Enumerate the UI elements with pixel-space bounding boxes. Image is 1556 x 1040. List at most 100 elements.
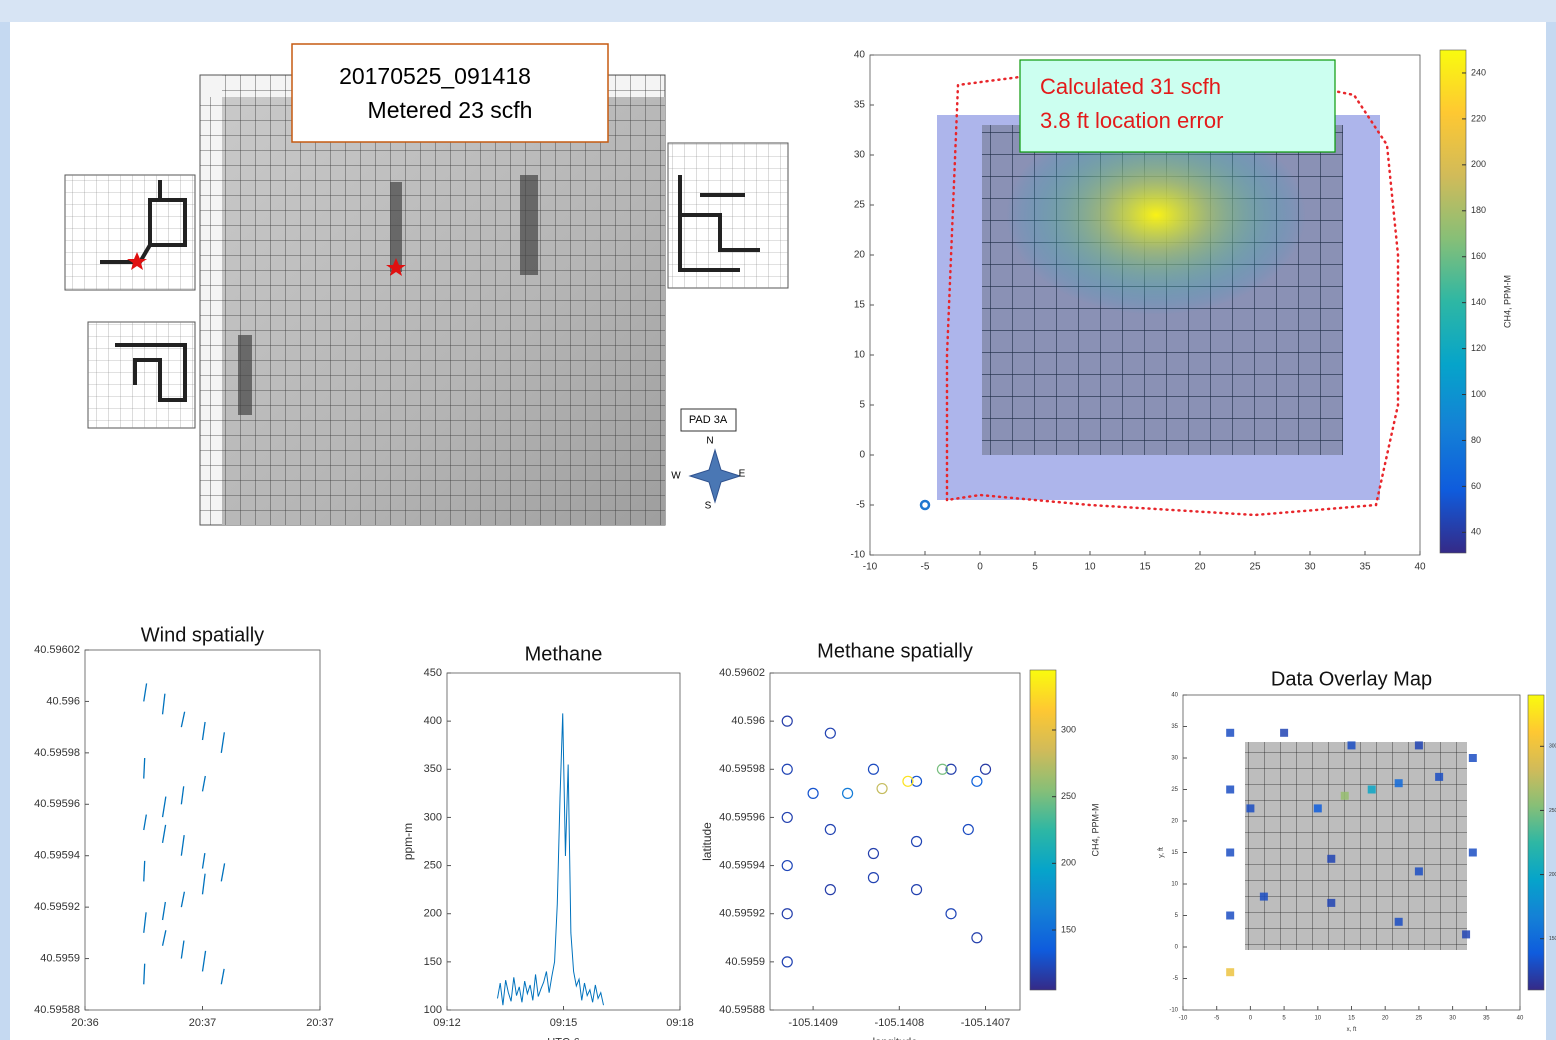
y-tick-label: 40 (854, 50, 866, 61)
start-point (919, 499, 931, 511)
methane-point (867, 847, 880, 860)
x-tick-label: 10 (1084, 562, 1096, 573)
overlay-cell (1226, 911, 1235, 920)
annotation: Calculated 31 scfh (1040, 74, 1221, 99)
y-tick-label: 40.59592 (34, 901, 80, 913)
y-tick-label: 15 (854, 300, 866, 311)
site-label: 20170525_091418 (339, 63, 531, 89)
colorbar-tick-label: 180 (1471, 205, 1486, 215)
annotation-box (1019, 59, 1336, 153)
methane-point (781, 811, 793, 824)
x-tick-label: -5 (1214, 1016, 1220, 1022)
wind-vector (180, 940, 185, 959)
wind-vector (180, 786, 185, 805)
y-tick-label: 40.5959 (40, 952, 80, 964)
compass-n: N (706, 436, 713, 447)
y-tick-label: 40 (1171, 693, 1178, 699)
y-tick-label: 25 (1171, 787, 1178, 793)
chart-title: Methane spatially (817, 640, 973, 662)
overlay-cell (1414, 867, 1423, 876)
x-tick-label: 20 (1194, 562, 1206, 573)
y-tick-label: 40.59596 (719, 811, 765, 823)
y-tick-label: 40.59588 (719, 1004, 765, 1016)
y-tick-label: 200 (424, 908, 442, 920)
y-tick-label: 20 (1171, 819, 1178, 825)
site-grid (1245, 742, 1467, 950)
methane-point (781, 859, 793, 872)
x-tick-label: -105.1409 (788, 1017, 838, 1029)
pad-label: PAD 3A (689, 414, 728, 426)
overlay-cell (1468, 754, 1477, 762)
colorbar-label: CH4, PPM-M (1502, 275, 1512, 328)
compass-s: S (705, 501, 712, 512)
y-tick-label: 100 (424, 1004, 442, 1016)
overlay-cell (1347, 741, 1356, 750)
wind-vector (143, 814, 147, 831)
plot-frame (84, 649, 321, 1011)
y-axis-label: latitude (700, 822, 714, 861)
compass-w: W (671, 471, 681, 482)
colorbar-tick-label: 80 (1471, 435, 1481, 445)
chart-title: Data Overlay Map (1271, 668, 1432, 690)
wind-vector (161, 693, 166, 715)
y-tick-label: -5 (1173, 976, 1179, 982)
y-tick-label: 20 (854, 250, 866, 261)
x-tick-label: 5 (1032, 562, 1038, 573)
methane-point (945, 763, 957, 775)
wind-vector (201, 853, 206, 869)
methane-point (902, 775, 914, 787)
y-tick-label: 5 (859, 400, 865, 411)
methane-point (971, 932, 983, 944)
colorbar-tick-label: 200 (1549, 872, 1556, 878)
colorbar-tick-label: 250 (1549, 808, 1556, 814)
colorbar-tick-label: 300 (1061, 724, 1076, 734)
methane-point (824, 823, 836, 836)
overlay-cell (1313, 804, 1322, 813)
y-tick-label: 0 (1175, 945, 1179, 951)
site-map: 20170525_091418 Metered 23 scfh PAD 3A N… (64, 43, 789, 526)
methane-point (962, 823, 974, 836)
overlay-cell (1226, 968, 1235, 977)
colorbar-tick-label: 160 (1471, 251, 1486, 261)
x-tick-label: 15 (1348, 1016, 1355, 1022)
y-tick-label: 40.59594 (719, 859, 765, 871)
overlay-cell (1226, 785, 1235, 794)
overlay-cell (1327, 898, 1336, 907)
y-tick-label: 10 (854, 350, 866, 361)
chart: -105.1409 -105.1408 -105.1407 40.59588 40.59… (700, 640, 1100, 1040)
methane-point (910, 884, 923, 896)
x-tick-label: 09:15 (550, 1017, 578, 1029)
colorbar-tick-label: 150 (1549, 936, 1556, 942)
wind-vector (180, 711, 186, 728)
methane-point (781, 956, 793, 968)
x-tick-label: -5 (921, 562, 930, 573)
wind-vector (201, 950, 207, 972)
chart: -10 -5 0 5 10 15 20 25 30 35 40 -10 -5 0 5 10 15 20 25 30 35… (1158, 668, 1556, 1033)
colorbar-tick-label: 40 (1471, 527, 1481, 537)
wind-vector (201, 721, 206, 741)
wind-vector (161, 901, 167, 921)
site-label: Metered 23 scfh (368, 97, 533, 123)
wind-vector (143, 912, 147, 933)
x-tick-label: 35 (1359, 562, 1371, 573)
x-tick-label: -10 (863, 562, 878, 573)
y-tick-label: 40.59594 (34, 850, 80, 862)
y-tick-label: 300 (424, 811, 442, 823)
methane-point (807, 787, 819, 799)
x-tick-label: 0 (977, 562, 983, 573)
y-tick-label: -10 (1169, 1008, 1178, 1014)
colorbar-tick-label: 140 (1471, 297, 1486, 307)
overlay-cell (1394, 779, 1403, 788)
wind-vector (143, 757, 146, 779)
colorbar (1527, 694, 1545, 991)
wind-vector (201, 775, 206, 792)
x-tick-label: -105.1407 (961, 1017, 1011, 1029)
top-band (0, 0, 1556, 22)
x-tick-label: 25 (1249, 562, 1261, 573)
methane-point (867, 763, 880, 775)
y-tick-label: 350 (424, 763, 442, 775)
x-tick-label: 30 (1304, 562, 1316, 573)
chart: 09:12 09:15 09:18 100 150 200 250 300 350 400 450 M… (401, 643, 694, 1040)
colorbar-tick-label: 200 (1471, 159, 1486, 169)
chart: 20:36 20:37 20:37 40.59588 40.5959 40.59592 40… (34, 624, 334, 1029)
